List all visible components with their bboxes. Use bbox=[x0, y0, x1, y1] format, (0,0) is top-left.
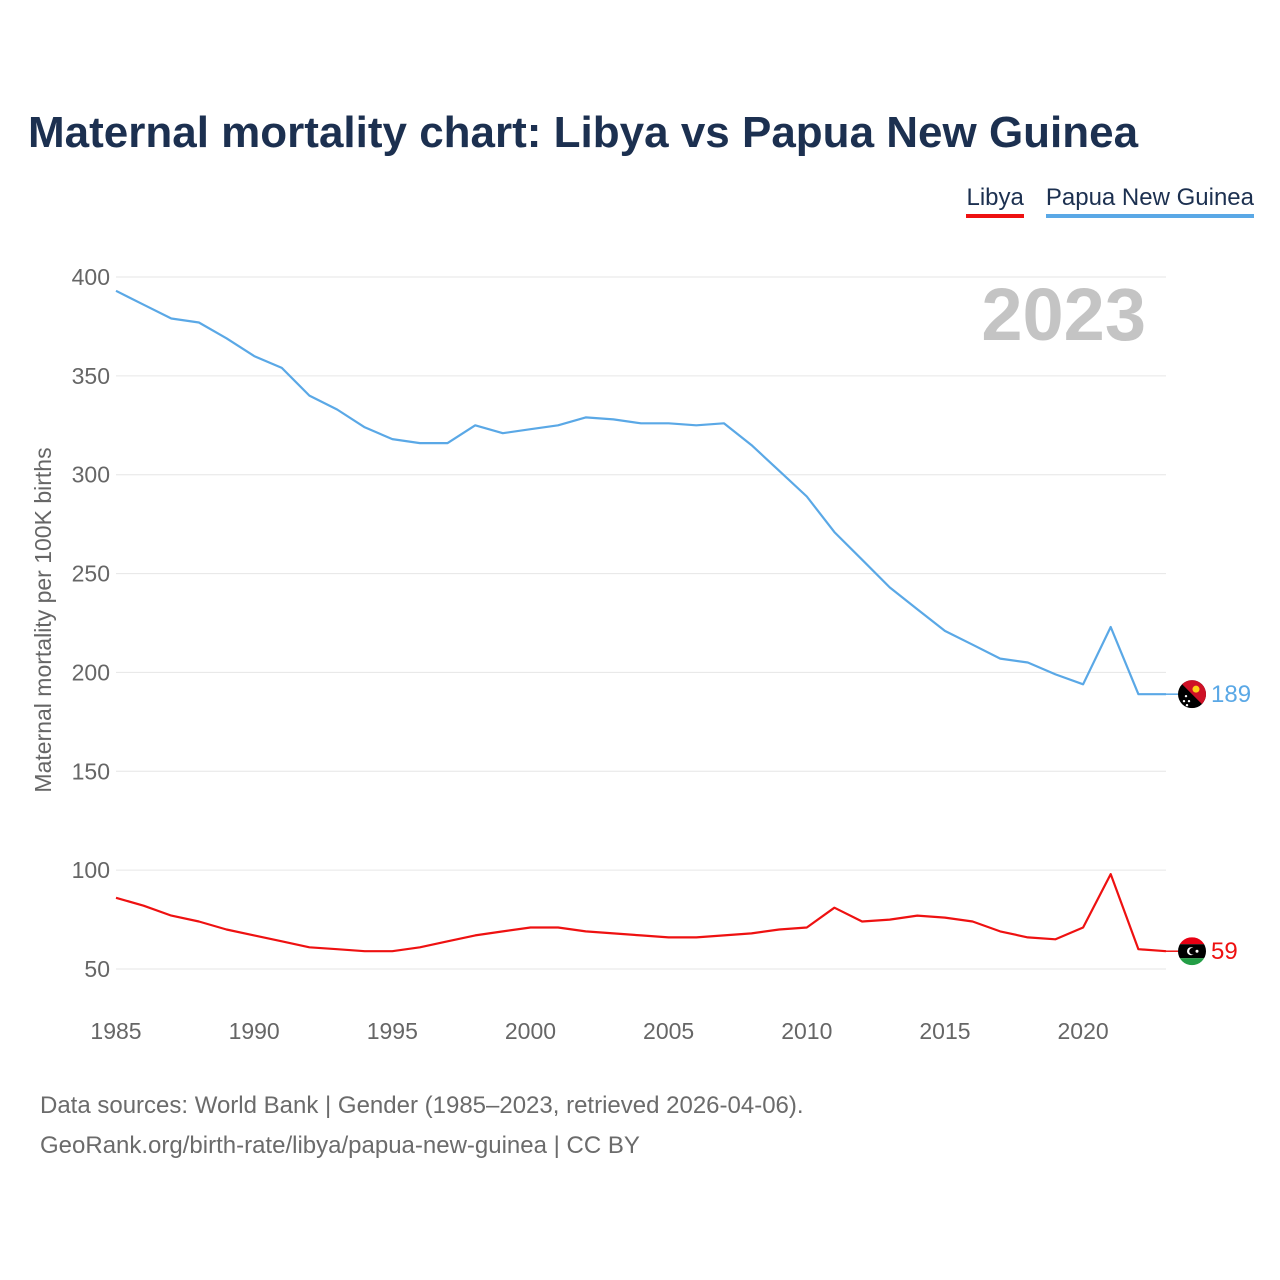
flag-icon-libya bbox=[1178, 937, 1206, 966]
x-tick-2010: 2010 bbox=[781, 1018, 832, 1044]
legend: Libya Papua New Guinea bbox=[966, 184, 1254, 218]
footer-link[interactable]: GeoRank.org/birth-rate/libya/papua-new-g… bbox=[40, 1132, 640, 1159]
x-tick-2015: 2015 bbox=[919, 1018, 970, 1044]
end-value-papua-new-guinea: 189 bbox=[1211, 681, 1251, 708]
x-axis-ticks: 1985 1990 1995 2000 2005 2010 2015 2020 bbox=[90, 1018, 1108, 1044]
x-tick-2005: 2005 bbox=[643, 1018, 694, 1044]
footer-sources: Data sources: World Bank | Gender (1985–… bbox=[40, 1092, 804, 1119]
y-axis-ticks: 50 100 150 200 250 300 350 400 bbox=[72, 264, 110, 982]
y-tick-50: 50 bbox=[84, 956, 110, 982]
end-markers: 189 59 bbox=[1166, 680, 1251, 966]
legend-item-libya[interactable]: Libya bbox=[966, 184, 1024, 218]
year-label: 2023 bbox=[981, 273, 1146, 356]
grid-lines bbox=[116, 276, 1166, 970]
end-value-libya: 59 bbox=[1211, 938, 1238, 965]
y-tick-150: 150 bbox=[72, 758, 110, 784]
x-tick-2000: 2000 bbox=[505, 1018, 556, 1044]
y-tick-300: 300 bbox=[72, 462, 110, 488]
x-tick-1995: 1995 bbox=[367, 1018, 418, 1044]
y-axis-label: Maternal mortality per 100K births bbox=[30, 447, 56, 792]
y-tick-100: 100 bbox=[72, 857, 110, 883]
footer: Data sources: World Bank | Gender (1985–… bbox=[40, 1086, 804, 1166]
chart-title: Maternal mortality chart: Libya vs Papua… bbox=[28, 108, 1139, 157]
legend-item-papua-new-guinea[interactable]: Papua New Guinea bbox=[1045, 184, 1254, 218]
series-line-libya bbox=[115, 873, 1167, 953]
series-group bbox=[115, 289, 1167, 953]
y-tick-350: 350 bbox=[72, 363, 110, 389]
y-tick-400: 400 bbox=[72, 264, 110, 290]
x-tick-2020: 2020 bbox=[1058, 1018, 1109, 1044]
flag-icon-papua-new-guinea bbox=[1178, 680, 1206, 709]
x-tick-1990: 1990 bbox=[229, 1018, 280, 1044]
y-tick-250: 250 bbox=[72, 561, 110, 587]
line-chart: 50 100 150 200 250 300 350 400 1985 1990 1995 2000… bbox=[30, 264, 1251, 1044]
x-tick-1985: 1985 bbox=[90, 1018, 141, 1044]
series-line-papua-new-guinea bbox=[115, 289, 1166, 696]
y-tick-200: 200 bbox=[72, 659, 110, 685]
